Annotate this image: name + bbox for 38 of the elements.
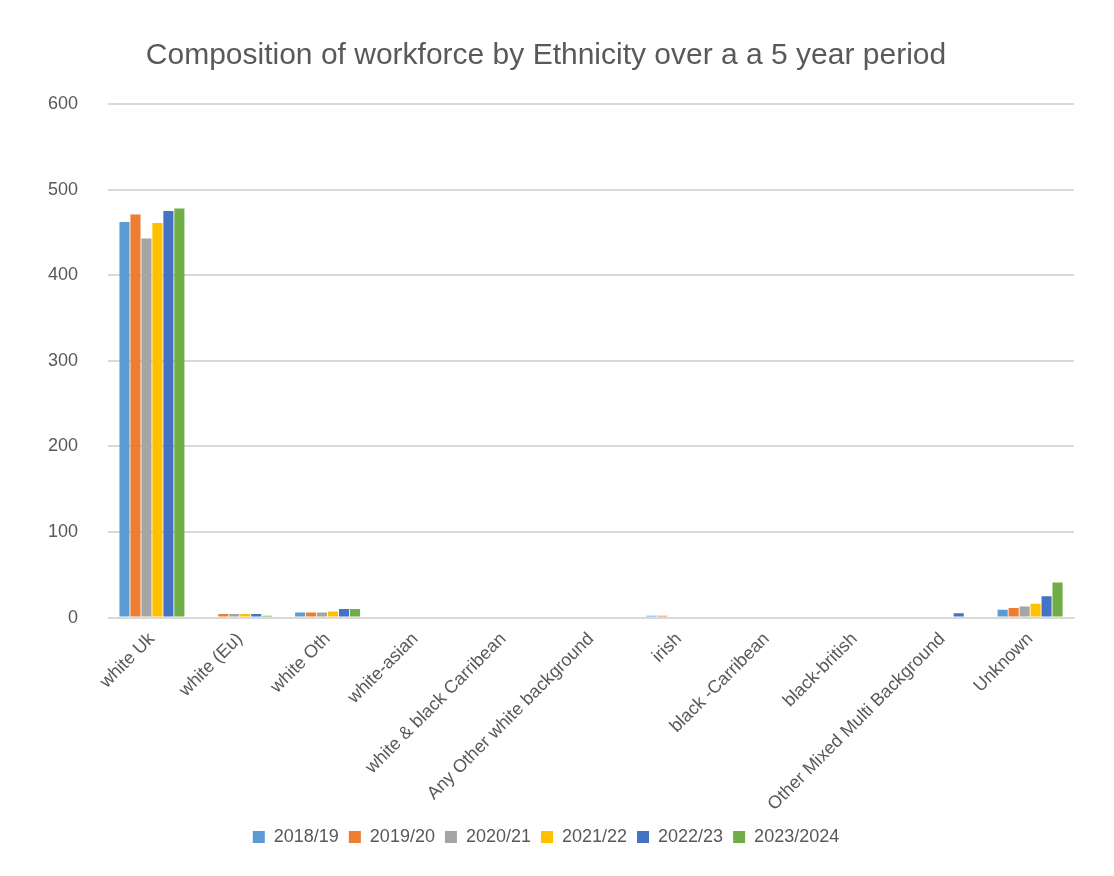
bar: [1019, 606, 1030, 617]
bar: [163, 210, 174, 617]
bar: [218, 614, 229, 617]
legend-label: 2022/23: [658, 825, 724, 846]
bar: [152, 222, 163, 617]
bar: [328, 611, 339, 617]
bar: [174, 208, 185, 617]
legend-label: 2019/20: [369, 825, 435, 846]
bar: [295, 612, 306, 617]
bar: [1008, 608, 1019, 617]
legend-label: 2020/21: [465, 825, 531, 846]
bar: [953, 613, 964, 617]
bar: [251, 614, 262, 617]
y-tick-label: 0: [68, 606, 79, 627]
bar: [1041, 596, 1052, 617]
y-tick-label: 300: [47, 349, 79, 370]
y-tick-label: 500: [47, 178, 79, 199]
y-tick-label: 400: [47, 264, 79, 285]
bar: [130, 214, 141, 617]
x-tick-label: irish: [647, 628, 686, 666]
bar: [141, 238, 152, 617]
bar: [119, 222, 130, 617]
bar: [240, 614, 251, 617]
bar: [229, 614, 240, 617]
legend-label: 2018/19: [273, 825, 339, 846]
bar: [338, 608, 350, 617]
bar: [349, 608, 361, 617]
bar: [1030, 603, 1041, 617]
bar: [306, 612, 317, 617]
y-tick-label: 600: [47, 92, 79, 113]
chart-title: Composition of workforce by Ethnicity over a a 5 year period: [145, 37, 947, 71]
bar: [997, 609, 1008, 617]
legend-label: 2021/22: [561, 825, 628, 846]
y-tick-label: 100: [47, 520, 79, 541]
bar: [1052, 582, 1063, 617]
y-tick-label: 200: [47, 435, 79, 456]
legend-label: 2023/2024: [754, 825, 840, 846]
bar: [317, 612, 328, 617]
